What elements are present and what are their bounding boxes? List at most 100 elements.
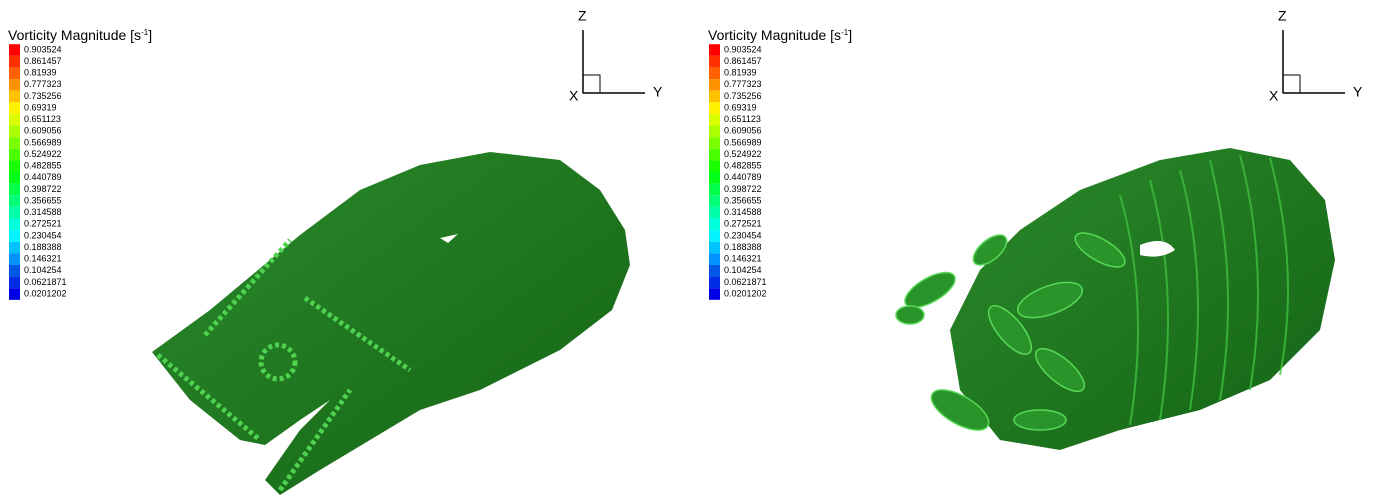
legend-swatch [9,90,20,103]
legend: Vorticity Magnitude [s-1]0.9035240.86145… [708,27,852,300]
legend: Vorticity Magnitude [s-1]0.9035240.86145… [8,27,152,300]
legend-swatch [9,113,20,126]
legend-swatch [709,241,720,254]
legend-level: 0.903524 [24,44,62,54]
legend-level: 0.356655 [24,195,62,205]
title-superscript: -1 [841,28,849,37]
x-axis-box [582,74,601,94]
legend-level: 0.81939 [724,68,757,78]
legend-swatch [709,206,720,219]
legend-level: 0.81939 [24,68,57,78]
legend-level: 0.69319 [724,102,757,112]
legend-swatch [9,67,20,80]
vortex-isosurface-right [895,148,1335,450]
legend-swatch [709,55,720,68]
legend-swatch [9,160,20,173]
legend-swatch [709,276,720,289]
legend-level: 0.735256 [24,91,62,101]
legend-level: 0.777323 [24,79,62,89]
legend-title: Vorticity Magnitude [s-1] [8,27,152,43]
legend-level: 0.735256 [724,91,762,101]
legend-swatch [9,253,20,265]
legend-level: 0.861457 [724,56,762,66]
z-label: Z [578,8,587,24]
legend-swatch [709,44,720,56]
legend-swatch [9,44,20,56]
legend-swatch [709,183,720,196]
legend-level: 0.0201202 [24,288,67,298]
hole [440,234,458,243]
y-label: Y [653,84,663,100]
legend-level: 0.398722 [724,184,762,194]
title-end: ] [148,27,152,43]
y-label: Y [1353,84,1363,100]
legend-level: 0.0201202 [724,288,767,298]
legend-swatch [709,79,720,91]
vortex-fragments [895,232,1126,431]
legend-level: 0.188388 [724,242,762,252]
legend-level: 0.609056 [24,126,62,136]
legend-swatch [709,172,720,184]
legend-swatch [709,137,720,149]
legend-level: 0.903524 [724,44,762,54]
legend-swatch [9,137,20,149]
legend-swatch [9,102,20,114]
title-text: Vorticity Magnitude [s [708,27,841,43]
legend-level: 0.440789 [724,172,762,182]
legend-swatch [9,218,20,231]
legend-swatch [709,253,720,265]
ring [258,342,298,382]
legend-swatch [9,230,20,242]
legend-swatch [9,241,20,254]
legend-level: 0.314588 [24,207,62,217]
axis-triad: Z Y X [569,8,663,104]
isosurface [152,152,630,495]
z-label: Z [1278,8,1287,24]
legend-swatch [709,125,720,138]
x-label: X [569,88,579,104]
legend-swatch [9,288,20,300]
legend-swatch [709,90,720,103]
legend-swatch [9,276,20,289]
legend-level: 0.272521 [724,219,762,229]
legend-level: 0.524922 [724,149,762,159]
legend-swatch [709,148,720,161]
legend-level: 0.566989 [724,137,762,147]
legend-level: 0.188388 [24,242,62,252]
legend-swatch [9,195,20,207]
legend-level: 0.482855 [24,161,62,171]
legend-swatch [9,55,20,68]
legend-level: 0.609056 [724,126,762,136]
legend-swatch [709,67,720,80]
legend-swatch [709,102,720,114]
legend-swatch [9,183,20,196]
legend-level: 0.398722 [24,184,62,194]
ring-ridges [1119,154,1289,426]
legend-level: 0.356655 [724,195,762,205]
legend-level: 0.146321 [24,254,62,264]
edge-highlight [203,238,292,337]
legend-level: 0.0621871 [24,277,67,287]
legend-level: 0.314588 [724,207,762,217]
x-label: X [1269,88,1279,104]
legend-level: 0.777323 [724,79,762,89]
legend-title: Vorticity Magnitude [s-1] [708,27,852,43]
legend-swatch [9,172,20,184]
legend-swatch [709,113,720,126]
legend-swatch [9,206,20,219]
edge-highlight [156,353,262,442]
title-text: Vorticity Magnitude [s [8,27,141,43]
legend-level: 0.524922 [24,149,62,159]
title-superscript: -1 [141,28,149,37]
legend-level: 0.861457 [24,56,62,66]
edge-highlight [303,295,412,373]
legend-swatch [709,288,720,300]
legend-level: 0.651123 [24,114,61,124]
legend-swatch [9,79,20,91]
legend-level: 0.104254 [724,265,762,275]
legend-swatch [9,125,20,138]
axis-triad: Z Y X [1269,8,1363,104]
title-end: ] [848,27,852,43]
legend-swatch [709,160,720,173]
